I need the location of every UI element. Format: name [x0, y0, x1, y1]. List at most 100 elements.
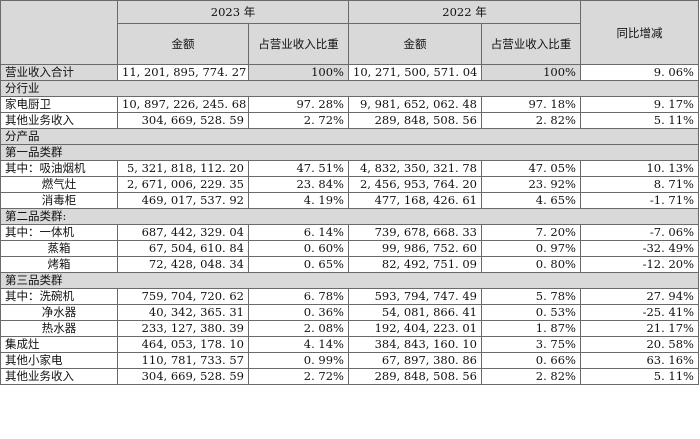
yoy-change: 5. 11% — [580, 368, 699, 385]
yoy-change: -12. 20% — [580, 256, 699, 273]
amount-2022: 2, 456, 953, 764. 20 — [348, 176, 482, 193]
ratio-2023: 97. 28% — [248, 96, 349, 113]
table-row: 其中：吸油烟机 5, 321, 818, 112. 20 47. 51% 4, … — [0, 160, 699, 177]
ratio-2023: 2. 72% — [248, 368, 349, 385]
yoy-change: -25. 41% — [580, 304, 699, 321]
yoy-change: 27. 94% — [580, 288, 699, 305]
total-ratio-2022: 100% — [481, 64, 581, 81]
row-label: 消毒柜 — [0, 192, 118, 209]
row-label: 其中：洗碗机 — [0, 288, 118, 305]
row-label: 家电厨卫 — [0, 96, 118, 113]
ratio-2023: 2. 72% — [248, 112, 349, 129]
table-row: 集成灶 464, 053, 178. 10 4. 14% 384, 843, 1… — [0, 336, 699, 353]
table-row: 家电厨卫 10, 897, 226, 245. 68 97. 28% 9, 98… — [0, 96, 699, 113]
ratio-2022-header: 占营业收入比重 — [481, 23, 581, 65]
row-label: 其中：一体机 — [0, 224, 118, 241]
ratio-2022: 2. 82% — [481, 368, 581, 385]
yoy-change: 63. 16% — [580, 352, 699, 369]
amount-2022: 82, 492, 751. 09 — [348, 256, 482, 273]
table-row: 其他小家电 110, 781, 733. 57 0. 99% 67, 897, … — [0, 352, 699, 369]
table-row: 其他业务收入 304, 669, 528. 59 2. 72% 289, 848… — [0, 368, 699, 385]
amount-2022: 67, 897, 380. 86 — [348, 352, 482, 369]
table-row: 消毒柜 469, 017, 537. 92 4. 19% 477, 168, 4… — [0, 192, 699, 209]
amount-2022-header: 金额 — [348, 23, 482, 65]
year-2022-header: 2022 年 — [348, 0, 581, 24]
section-row-product: 分产品 — [0, 128, 699, 145]
yoy-change: 20. 58% — [580, 336, 699, 353]
yoy-change: 5. 11% — [580, 112, 699, 129]
row-label: 其他小家电 — [0, 352, 118, 369]
row-label: 烤箱 — [0, 256, 118, 273]
amount-2022: 289, 848, 508. 56 — [348, 368, 482, 385]
table-row: 燃气灶 2, 671, 006, 229. 35 23. 84% 2, 456,… — [0, 176, 699, 193]
section-industry-label: 分行业 — [0, 80, 699, 97]
ratio-2022: 0. 97% — [481, 240, 581, 257]
table-row: 其中：洗碗机 759, 704, 720. 62 6. 78% 593, 794… — [0, 288, 699, 305]
total-row: 营业收入合计 11, 201, 895, 774. 27 100% 10, 27… — [0, 64, 699, 81]
amount-2023: 40, 342, 365. 31 — [117, 304, 249, 321]
section-row-industry: 分行业 — [0, 80, 699, 97]
ratio-2023-header: 占营业收入比重 — [248, 23, 349, 65]
amount-2022: 593, 794, 747. 49 — [348, 288, 482, 305]
amount-2022: 4, 832, 350, 321. 78 — [348, 160, 482, 177]
yoy-change: -7. 06% — [580, 224, 699, 241]
amount-2022: 477, 168, 426. 61 — [348, 192, 482, 209]
ratio-2022: 47. 05% — [481, 160, 581, 177]
year-2023-header: 2023 年 — [117, 0, 349, 24]
amount-2022: 384, 843, 160. 10 — [348, 336, 482, 353]
total-yoy: 9. 06% — [580, 64, 699, 81]
row-label: 热水器 — [0, 320, 118, 337]
amount-2023: 110, 781, 733. 57 — [117, 352, 249, 369]
ratio-2022: 0. 53% — [481, 304, 581, 321]
ratio-2022: 5. 78% — [481, 288, 581, 305]
ratio-2023: 2. 08% — [248, 320, 349, 337]
amount-2023: 687, 442, 329. 04 — [117, 224, 249, 241]
row-label: 集成灶 — [0, 336, 118, 353]
yoy-change: 21. 17% — [580, 320, 699, 337]
ratio-2022: 4. 65% — [481, 192, 581, 209]
ratio-2023: 4. 19% — [248, 192, 349, 209]
table-row: 其中：一体机 687, 442, 329. 04 6. 14% 739, 678… — [0, 224, 699, 241]
amount-2023: 233, 127, 380. 39 — [117, 320, 249, 337]
group-1-label: 第一品类群 — [0, 144, 699, 161]
amount-2023: 10, 897, 226, 245. 68 — [117, 96, 249, 113]
amount-2023: 2, 671, 006, 229. 35 — [117, 176, 249, 193]
amount-2023: 67, 504, 610. 84 — [117, 240, 249, 257]
ratio-2022: 0. 80% — [481, 256, 581, 273]
amount-2023-header: 金额 — [117, 23, 249, 65]
table-row: 其他业务收入 304, 669, 528. 59 2. 72% 289, 848… — [0, 112, 699, 129]
table-row: 热水器 233, 127, 380. 39 2. 08% 192, 404, 2… — [0, 320, 699, 337]
ratio-2022: 7. 20% — [481, 224, 581, 241]
total-amount-2022: 10, 271, 500, 571. 04 — [348, 64, 482, 81]
yoy-change: 8. 71% — [580, 176, 699, 193]
ratio-2023: 23. 84% — [248, 176, 349, 193]
amount-2023: 759, 704, 720. 62 — [117, 288, 249, 305]
ratio-2023: 6. 14% — [248, 224, 349, 241]
row-label: 其他业务收入 — [0, 368, 118, 385]
ratio-2022: 3. 75% — [481, 336, 581, 353]
group-row-3: 第三品类群 — [0, 272, 699, 289]
total-ratio-2023: 100% — [248, 64, 349, 81]
amount-2023: 72, 428, 048. 34 — [117, 256, 249, 273]
revenue-table: 2023 年 2022 年 同比增减 金额 占营业收入比重 金额 占营业收入比重… — [0, 0, 699, 385]
ratio-2023: 4. 14% — [248, 336, 349, 353]
yoy-header: 同比增减 — [580, 0, 699, 65]
ratio-2022: 2. 82% — [481, 112, 581, 129]
header-row-years: 2023 年 2022 年 同比增减 — [0, 0, 699, 65]
ratio-2023: 47. 51% — [248, 160, 349, 177]
ratio-2022: 0. 66% — [481, 352, 581, 369]
row-label: 蒸箱 — [0, 240, 118, 257]
yoy-change: 9. 17% — [580, 96, 699, 113]
yoy-change: -32. 49% — [580, 240, 699, 257]
section-product-label: 分产品 — [0, 128, 699, 145]
amount-2022: 9, 981, 652, 062. 48 — [348, 96, 482, 113]
ratio-2022: 23. 92% — [481, 176, 581, 193]
table-row: 净水器 40, 342, 365. 31 0. 36% 54, 081, 866… — [0, 304, 699, 321]
ratio-2023: 0. 60% — [248, 240, 349, 257]
ratio-2023: 6. 78% — [248, 288, 349, 305]
row-label: 其他业务收入 — [0, 112, 118, 129]
table-row: 烤箱 72, 428, 048. 34 0. 65% 82, 492, 751.… — [0, 256, 699, 273]
group-3-label: 第三品类群 — [0, 272, 699, 289]
amount-2022: 739, 678, 668. 33 — [348, 224, 482, 241]
ratio-2022: 1. 87% — [481, 320, 581, 337]
